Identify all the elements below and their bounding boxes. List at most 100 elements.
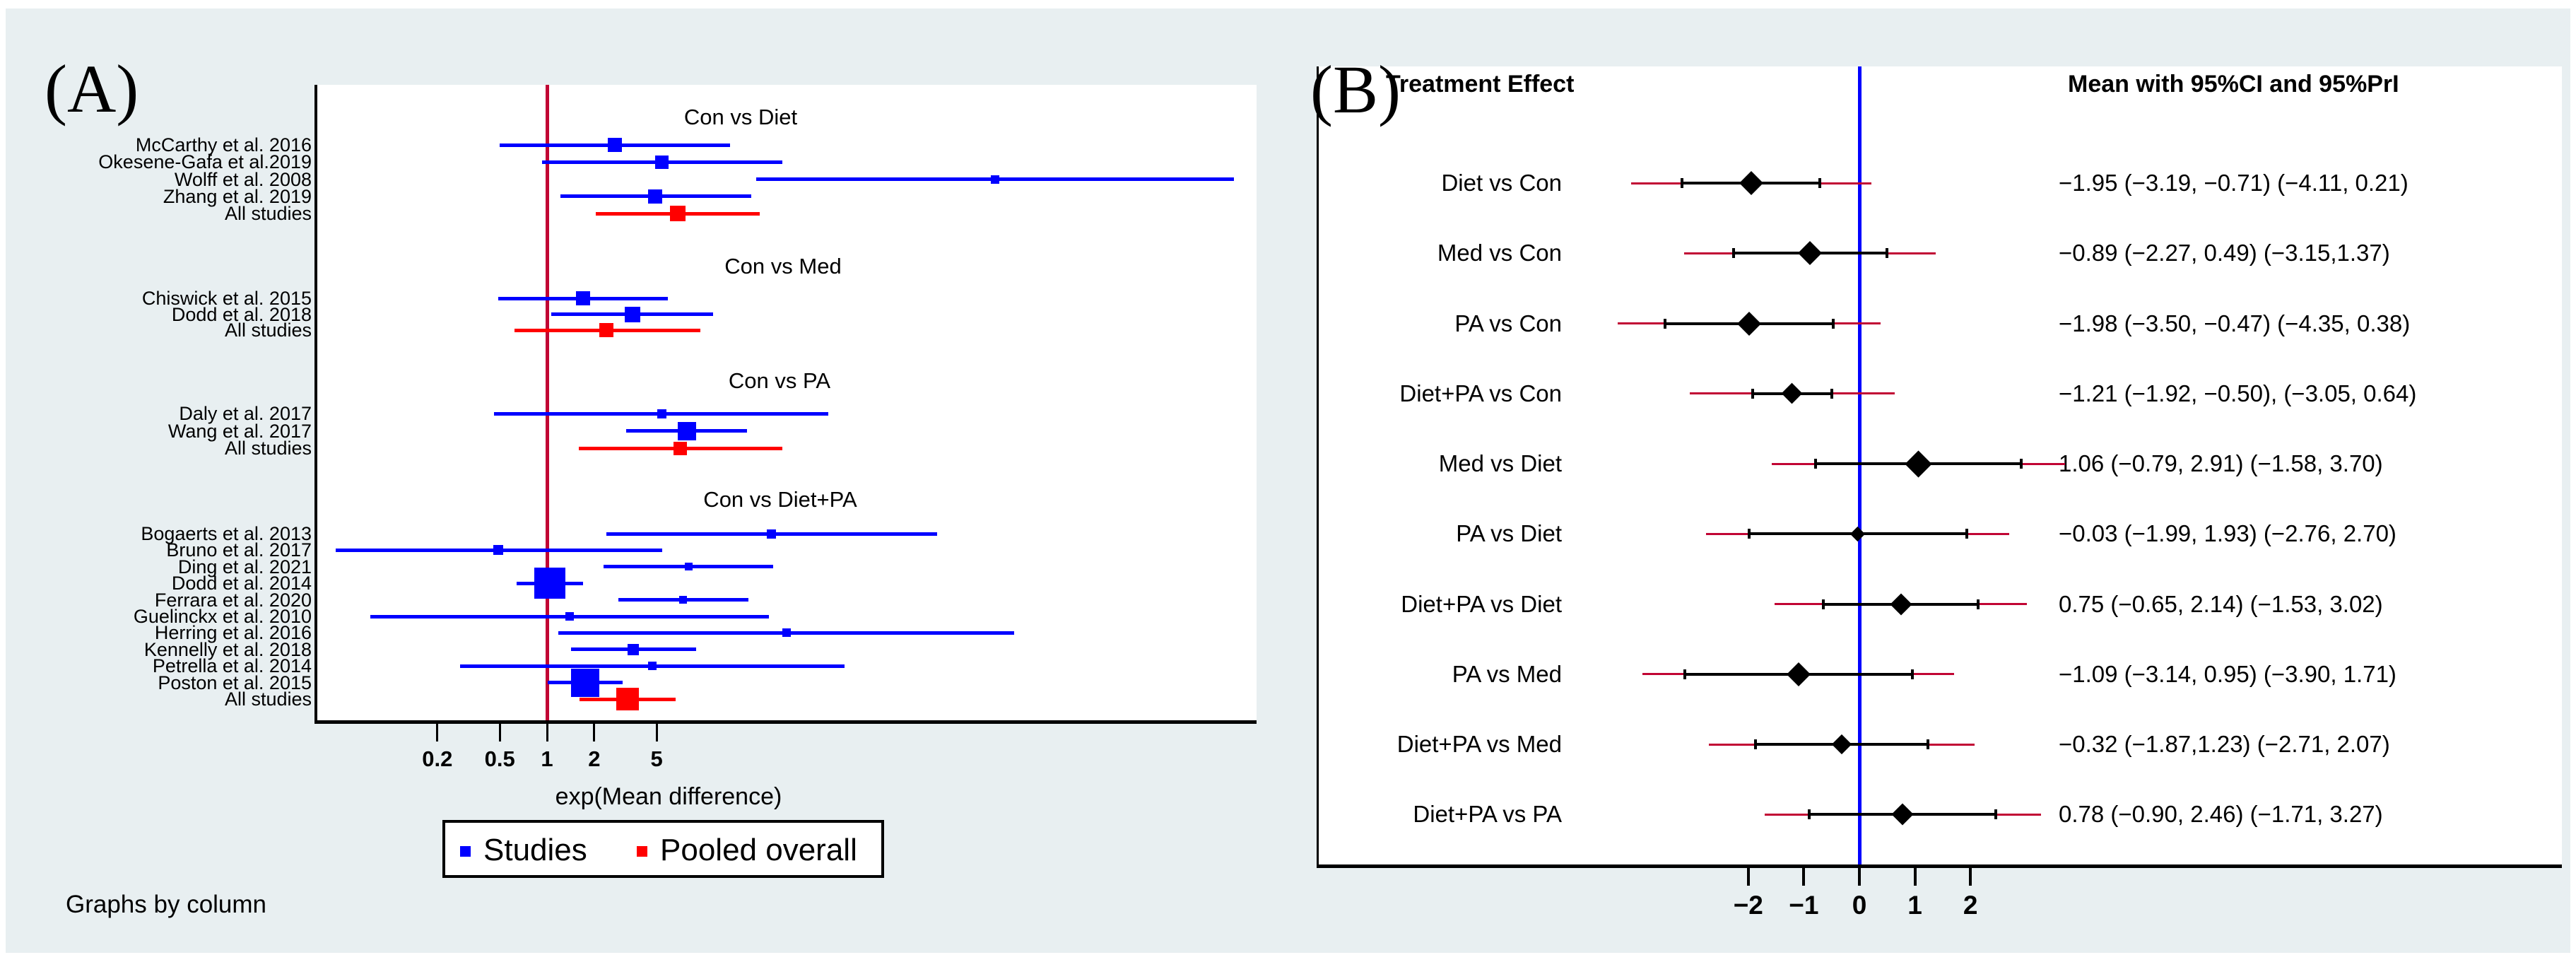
panel-a-tick-label: 5 xyxy=(650,746,663,771)
estimate-text: −1.09 (−3.14, 0.95) (−3.90, 1.71) xyxy=(2059,660,2396,687)
study-estimate-marker xyxy=(782,628,791,638)
graphs-by-column-note: Graphs by column xyxy=(66,891,267,918)
panel-b-tick-mark xyxy=(1858,866,1861,886)
study-estimate-marker xyxy=(684,563,693,571)
estimate-text: 0.75 (−0.65, 2.14) (−1.53, 3.02) xyxy=(2059,590,2383,617)
estimate-text: −1.21 (−1.92, −0.50), (−3.05, 0.64) xyxy=(2059,380,2417,406)
panel-b-tick-label: 0 xyxy=(1852,891,1867,920)
ci-end-cap xyxy=(1681,178,1684,188)
panel-b-tick-mark xyxy=(1913,866,1917,886)
comparison-label: PA vs Con xyxy=(1454,310,1562,336)
panel-a-tick-mark xyxy=(498,722,501,741)
panel-b-tick-label: 2 xyxy=(1963,891,1978,920)
panel-a-letter: (A) xyxy=(45,51,139,127)
estimate-text: −1.98 (−3.50, −0.47) (−4.35, 0.38) xyxy=(2059,310,2411,336)
comparison-label: Diet vs Con xyxy=(1441,170,1562,196)
study-label: Bruno et al. 2017 xyxy=(166,539,312,561)
ci-end-cap xyxy=(1994,809,1998,820)
panel-a-x-axis-title: exp(Mean difference) xyxy=(555,783,782,810)
ci-end-cap xyxy=(1813,459,1817,469)
study-estimate-marker xyxy=(991,175,1000,184)
study-label: Zhang et al. 2019 xyxy=(163,185,312,207)
comparison-label: Diet+PA vs Med xyxy=(1396,731,1562,758)
study-estimate-marker xyxy=(767,529,777,539)
study-label: Wolff et al. 2008 xyxy=(174,168,312,190)
estimate-text: −0.89 (−2.27, 0.49) (−3.15,1.37) xyxy=(2059,240,2390,266)
ci-end-cap xyxy=(1818,178,1822,188)
study-label: Kennelly et al. 2018 xyxy=(143,638,312,660)
legend-studies-marker-icon xyxy=(460,846,471,857)
study-estimate-marker xyxy=(648,189,663,204)
panel-b-plot-area xyxy=(1317,66,2562,866)
estimate-text: 1.06 (−0.79, 2.91) (−1.58, 3.70) xyxy=(2059,450,2383,477)
panel-b-tick-mark xyxy=(1746,866,1750,886)
comparison-label: Diet+PA vs Con xyxy=(1399,380,1562,406)
ci-end-cap xyxy=(1885,248,1888,259)
panel-b-letter: (B) xyxy=(1310,52,1401,127)
panel-b-tick-mark xyxy=(1969,866,1972,886)
pooled-estimate-marker xyxy=(616,688,639,710)
study-label: Okesene-Gafa et al.2019 xyxy=(98,151,312,173)
pooled-estimate-marker xyxy=(669,206,686,221)
study-label: All studies xyxy=(224,438,312,459)
ci-end-cap xyxy=(1731,248,1735,259)
study-estimate-marker xyxy=(534,568,565,599)
panel-b-zero-reference-line xyxy=(1858,66,1862,864)
ci-end-cap xyxy=(1977,599,1980,609)
panel-b-header-left: Treatment Effect xyxy=(1386,71,1575,98)
panel-a-left-axis-line xyxy=(314,85,317,724)
estimate-text: 0.78 (−0.90, 2.46) (−1.71, 3.27) xyxy=(2059,801,2383,828)
study-estimate-marker xyxy=(679,596,688,604)
ci-end-cap xyxy=(1663,318,1666,329)
panel-a-tick-mark xyxy=(593,722,596,741)
comparison-label: Diet+PA vs PA xyxy=(1413,801,1562,828)
comparison-label: Med vs Diet xyxy=(1438,450,1562,477)
study-label: Guelinckx et al. 2010 xyxy=(133,606,312,627)
study-estimate-marker xyxy=(628,643,640,655)
study-label: Chiswick et al. 2015 xyxy=(141,288,312,309)
study-estimate-marker xyxy=(493,545,504,556)
ci-end-cap xyxy=(1683,669,1687,679)
panel-b-bottom-axis-line xyxy=(1317,864,2562,868)
study-label: Daly et al. 2017 xyxy=(179,403,312,424)
study-label: Ferrara et al. 2020 xyxy=(154,589,312,611)
ci-end-cap xyxy=(1926,739,1929,750)
comparison-label: PA vs Med xyxy=(1452,660,1562,687)
estimate-text: −0.03 (−1.99, 1.93) (−2.76, 2.70) xyxy=(2059,520,2396,547)
comparison-label: Med vs Con xyxy=(1437,240,1562,266)
study-estimate-marker xyxy=(648,662,657,671)
study-estimate-marker xyxy=(565,612,574,621)
estimate-text: −1.95 (−3.19, −0.71) (−4.11, 0.21) xyxy=(2059,170,2409,196)
study-label: Dodd et al. 2018 xyxy=(171,303,312,325)
panel-a-tick-mark xyxy=(655,722,658,741)
study-estimate-marker xyxy=(624,306,640,322)
study-label: Dodd et al. 2014 xyxy=(171,573,312,594)
legend-studies-label: Studies xyxy=(483,833,587,867)
panel-b-header-right: Mean with 95%CI and 95%PrI xyxy=(2068,71,2399,98)
panel-a-tick-label: 2 xyxy=(588,746,601,771)
panel-a-tick-label: 1 xyxy=(541,746,553,771)
pooled-estimate-marker xyxy=(599,323,614,337)
panel-a-tick-label: 0.5 xyxy=(484,746,515,771)
figure-canvas: (A) Con vs Diet McCarthy et al. 2016 Okese… xyxy=(6,8,2570,953)
panel-b-tick-label: −1 xyxy=(1789,891,1819,920)
panel-b-tick-label: 1 xyxy=(1907,891,1922,920)
panel-a-bottom-axis-line xyxy=(314,720,1257,724)
ci-end-cap xyxy=(1754,739,1758,750)
study-label: Ding et al. 2021 xyxy=(177,556,312,578)
study-label: All studies xyxy=(224,320,312,341)
legend-pooled-label: Pooled overall xyxy=(660,833,857,867)
study-estimate-marker xyxy=(576,291,591,305)
legend-pooled-marker-icon xyxy=(637,846,647,857)
ci-end-cap xyxy=(1832,318,1835,329)
study-label: Bogaerts et al. 2013 xyxy=(141,523,312,544)
study-label: Poston et al. 2015 xyxy=(158,672,312,693)
study-label: All studies xyxy=(224,203,312,224)
study-label: Herring et al. 2016 xyxy=(154,622,312,644)
panel-a-group-title: Con vs PA xyxy=(728,368,831,393)
panel-a-tick-mark xyxy=(436,722,439,741)
study-estimate-marker xyxy=(678,421,697,440)
ci-end-cap xyxy=(1910,669,1914,679)
ci-end-cap xyxy=(1808,809,1811,820)
panel-a-tick-mark xyxy=(546,722,548,741)
